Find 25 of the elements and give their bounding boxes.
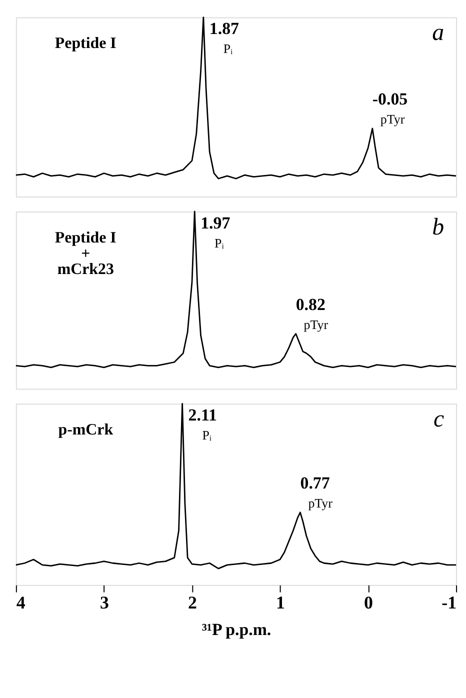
annotation: p-mCrk bbox=[58, 422, 114, 439]
annotation: pTyr bbox=[304, 316, 329, 332]
x-tick-label: 3 bbox=[100, 592, 109, 612]
annotation: Peptide I bbox=[54, 35, 116, 52]
annotation: c bbox=[433, 406, 444, 433]
annotation: 0.82 bbox=[296, 294, 326, 314]
annotation: a bbox=[432, 20, 444, 46]
annotation: pTyr bbox=[308, 495, 334, 510]
annotation: pTyr bbox=[380, 111, 406, 126]
annotation: Pᵢ bbox=[214, 235, 225, 250]
annotation: 1.97 bbox=[200, 213, 231, 232]
x-tick-label: -1 bbox=[442, 592, 457, 612]
x-tick-label: 0 bbox=[364, 592, 374, 612]
x-tick-label: 4 bbox=[16, 592, 26, 612]
x-axis-title: ³¹P p.p.m. bbox=[202, 620, 272, 640]
annotation: 1.87 bbox=[209, 19, 240, 38]
annotation: Peptide I + mCrk23 bbox=[54, 229, 116, 278]
x-tick-label: 2 bbox=[188, 592, 197, 612]
annotation: 0.77 bbox=[300, 473, 330, 492]
annotation: b bbox=[432, 214, 444, 240]
annotation: -0.05 bbox=[372, 90, 408, 109]
annotation: Pᵢ bbox=[202, 427, 212, 442]
annotation: Pᵢ bbox=[223, 41, 234, 56]
annotation: 2.11 bbox=[188, 406, 217, 425]
x-tick-label: 1 bbox=[276, 592, 286, 612]
